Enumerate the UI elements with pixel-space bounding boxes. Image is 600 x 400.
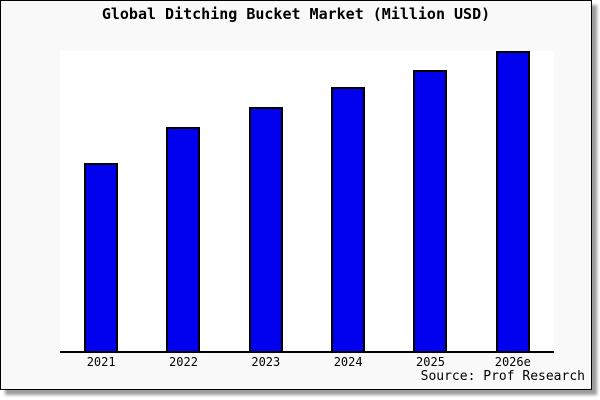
bar-2021 <box>84 163 119 353</box>
x-axis-line <box>60 351 554 353</box>
bar-slot-2026e <box>472 51 554 353</box>
bars-container <box>60 51 554 353</box>
x-axis-labels: 2021 2022 2023 2024 2025 2026e <box>60 355 554 369</box>
bar-2023 <box>248 107 283 353</box>
chart-title: Global Ditching Bucket Market (Million U… <box>101 5 491 23</box>
bar-2022 <box>166 127 201 353</box>
bar-slot-2021 <box>60 51 142 353</box>
bar-slot-2025 <box>389 51 471 353</box>
source-note: Source: Prof Research <box>420 369 585 384</box>
chart-card: Global Ditching Bucket Market (Million U… <box>0 0 592 390</box>
x-tick-label-2021: 2021 <box>86 355 116 369</box>
x-tick-label-2024: 2024 <box>333 355 363 369</box>
bar-slot-2023 <box>225 51 307 353</box>
plot-area <box>60 51 554 353</box>
x-tick-label-2026e: 2026e <box>494 355 531 369</box>
bar-2024 <box>331 87 366 353</box>
bar-2026e <box>495 51 530 353</box>
x-tick-label-2022: 2022 <box>169 355 198 369</box>
bar-slot-2024 <box>307 51 389 353</box>
x-tick-label-2025: 2025 <box>416 355 445 369</box>
bar-slot-2022 <box>142 51 224 353</box>
bar-2025 <box>413 70 448 353</box>
x-tick-label-2023: 2023 <box>251 355 281 369</box>
